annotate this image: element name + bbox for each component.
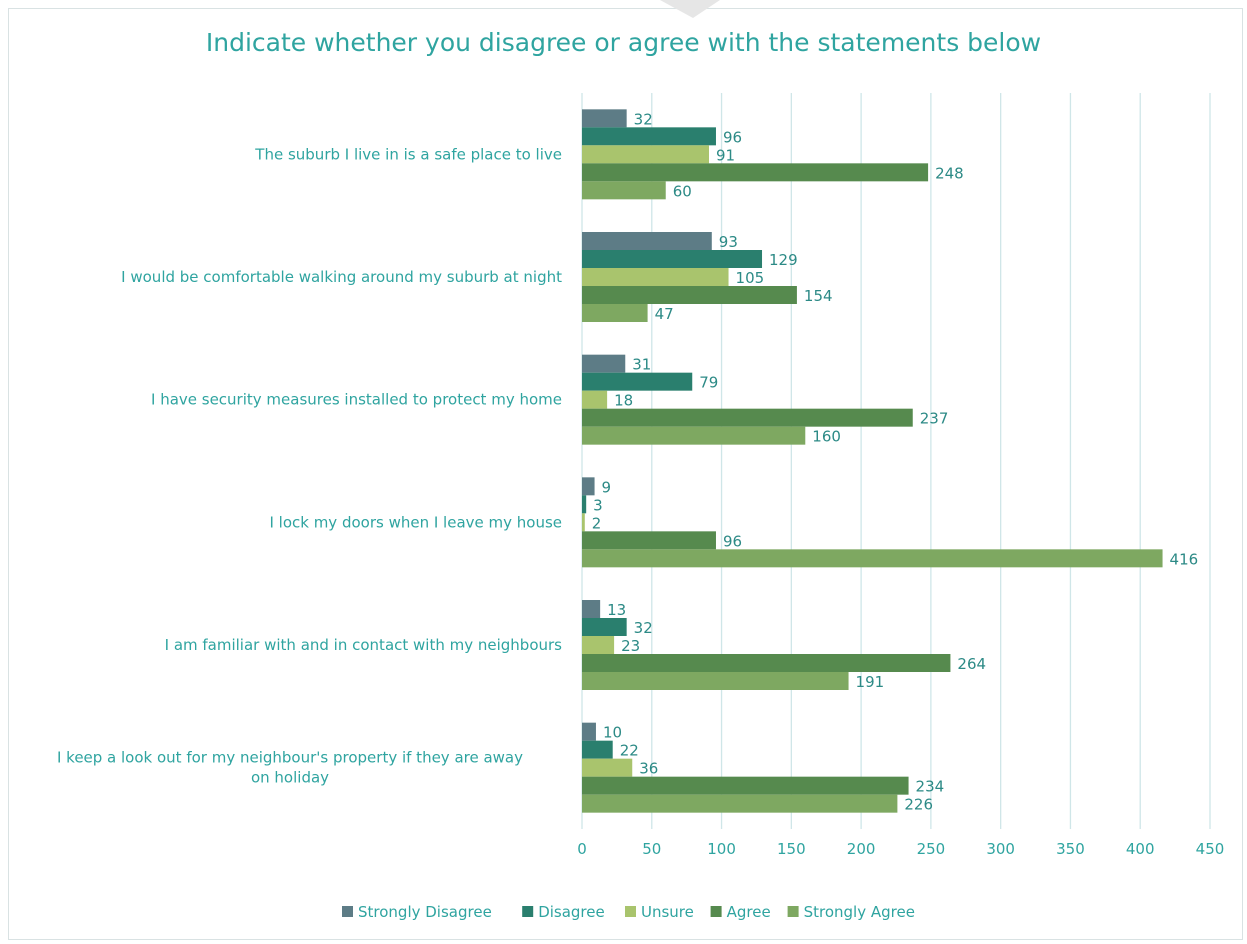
category-labels: The suburb I live in is a safe place to … — [57, 145, 562, 786]
data-label: 96 — [723, 128, 742, 146]
legend-label: Agree — [727, 903, 771, 921]
bar — [582, 250, 763, 268]
data-label: 9 — [602, 478, 612, 496]
data-label: 226 — [904, 796, 933, 814]
data-label: 32 — [634, 110, 653, 128]
category-label: I have security measures installed to pr… — [151, 391, 562, 409]
x-tick-labels: 0 50 100 150 200 250 300 350 400 450 — [577, 840, 1224, 858]
data-label: 23 — [621, 637, 640, 655]
bar — [582, 672, 849, 690]
data-label: 105 — [736, 269, 765, 287]
bar — [582, 304, 648, 322]
bar — [582, 232, 712, 250]
bar — [582, 181, 666, 200]
bar — [582, 495, 587, 514]
bar — [582, 600, 601, 618]
data-label: 22 — [620, 742, 639, 760]
legend-swatch — [342, 906, 353, 917]
legend-label: Unsure — [641, 903, 694, 921]
x-tick-label: 400 — [1126, 840, 1155, 858]
data-label: 237 — [920, 410, 949, 428]
data-label: 3 — [593, 496, 603, 514]
gridlines — [581, 93, 1211, 829]
legend-swatch — [710, 906, 722, 917]
x-tick-label: 0 — [577, 840, 587, 858]
legend-label: Strongly Agree — [804, 903, 915, 921]
bar — [582, 477, 595, 496]
category-label: I would be comfortable walking around my… — [121, 268, 562, 286]
bar — [582, 794, 898, 813]
bars — [582, 109, 1163, 813]
bar — [582, 127, 716, 146]
x-tick-label: 150 — [777, 840, 806, 858]
data-label: 13 — [607, 601, 626, 619]
data-label: 60 — [673, 182, 692, 200]
bar — [582, 531, 716, 550]
bar — [582, 549, 1163, 568]
category-label: The suburb I live in is a safe place to … — [254, 145, 562, 163]
legend-label: Disagree — [538, 903, 605, 921]
legend: Strongly Disagree Disagree Unsure Agree Stro… — [342, 903, 915, 921]
data-label: 264 — [957, 655, 986, 673]
category-label: I lock my doors when I leave my house — [269, 513, 562, 531]
data-label: 32 — [634, 619, 653, 637]
x-tick-label: 100 — [707, 840, 736, 858]
bar — [582, 408, 913, 427]
data-label: 47 — [655, 305, 674, 323]
bar — [582, 776, 909, 795]
data-label: 129 — [769, 251, 798, 269]
data-label: 93 — [719, 233, 738, 251]
bar — [582, 390, 608, 409]
data-label: 79 — [699, 374, 718, 392]
data-label: 191 — [856, 673, 885, 691]
bar — [582, 740, 613, 759]
x-tick-label: 250 — [917, 840, 946, 858]
bar — [582, 145, 709, 164]
data-label: 416 — [1170, 550, 1199, 568]
bar — [582, 618, 627, 636]
data-label: 160 — [812, 428, 841, 446]
legend-swatch — [787, 906, 799, 917]
data-label: 248 — [935, 164, 964, 182]
x-tick-label: 50 — [642, 840, 661, 858]
data-label: 18 — [614, 392, 633, 410]
bar — [582, 286, 797, 304]
data-labels: 3296912486093129105154473179182371609329… — [592, 110, 1198, 813]
data-label: 2 — [592, 514, 602, 532]
data-label: 91 — [716, 146, 735, 164]
chart-title: Indicate whether you disagree or agree w… — [205, 28, 1042, 57]
legend-label: Strongly Disagree — [358, 903, 492, 921]
data-label: 36 — [639, 760, 658, 778]
bar — [582, 426, 806, 445]
category-label: I am familiar with and in contact with m… — [165, 636, 563, 654]
x-tick-label: 350 — [1056, 840, 1085, 858]
x-tick-label: 300 — [986, 840, 1015, 858]
data-label: 31 — [632, 356, 651, 374]
bar — [582, 163, 929, 182]
data-label: 10 — [603, 724, 622, 742]
bar — [582, 268, 729, 286]
legend-swatch — [625, 906, 636, 917]
bar — [582, 372, 693, 391]
bar — [582, 354, 626, 373]
bar — [582, 513, 585, 532]
data-label: 96 — [723, 532, 742, 550]
bar — [582, 654, 951, 672]
bar — [582, 722, 596, 741]
data-label: 154 — [804, 287, 833, 305]
x-tick-label: 200 — [847, 840, 876, 858]
bar — [582, 636, 615, 654]
legend-swatch — [522, 906, 534, 917]
category-label: I keep a look out for my neighbour's pro… — [57, 749, 523, 787]
bar — [582, 758, 633, 777]
data-label: 234 — [916, 778, 945, 796]
x-tick-label: 450 — [1196, 840, 1225, 858]
bar — [582, 109, 627, 128]
